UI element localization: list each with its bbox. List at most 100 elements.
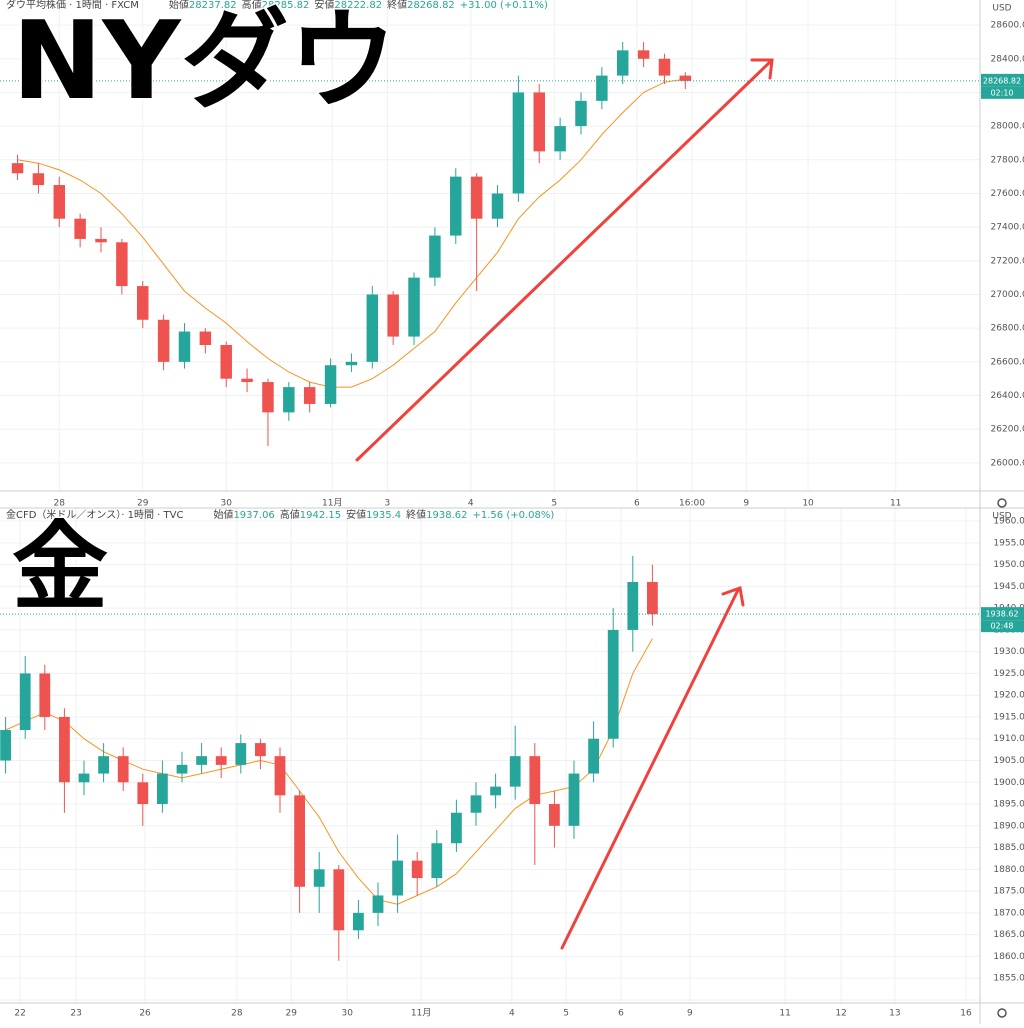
y-tick-label: 26200.00 (991, 425, 1024, 435)
y-tick-label: 1855.00 (993, 974, 1024, 984)
header-item: 金CFD（米ドル／オンス）· 1時間 · TVC (6, 508, 183, 521)
trend-arrow (355, 60, 772, 462)
x-tick-label: 4 (509, 1009, 515, 1019)
x-tick-label: 6 (618, 1009, 624, 1019)
candle-body (568, 773, 580, 826)
candle-body (431, 843, 443, 879)
x-tick-label: 23 (70, 1009, 81, 1019)
arrow-head (750, 58, 774, 80)
y-tick-label: 1875.00 (993, 887, 1024, 897)
x-tick-label: 26 (139, 1009, 151, 1019)
candle-body (157, 773, 168, 805)
x-tick-label: 11 (779, 1009, 790, 1019)
settings-icon[interactable] (997, 1008, 1007, 1018)
candle-body (411, 860, 423, 879)
candle-body (392, 860, 403, 896)
y-tick-label: 27600.00 (991, 189, 1024, 199)
candle-body (324, 365, 337, 404)
candle-body (366, 294, 379, 362)
candle-body (32, 173, 45, 186)
candle-body (241, 378, 253, 383)
candle-body (333, 869, 345, 931)
candle-body (490, 786, 501, 796)
candle-body (39, 673, 51, 717)
y-tick-label: 1885.00 (993, 843, 1024, 853)
x-tick-label: 11月 (322, 498, 342, 509)
x-tick-label: 13 (889, 1009, 900, 1019)
header-item: 始値 (169, 0, 189, 11)
x-tick-label: 16:00 (679, 499, 705, 509)
candle-body (408, 277, 420, 337)
candle-body (596, 75, 608, 101)
x-tick-label: 29 (285, 1009, 297, 1019)
moving-average (5, 638, 653, 905)
x-tick-label: 28 (231, 1009, 243, 1019)
candle-body (616, 50, 629, 76)
x-tick-label: 9 (687, 1009, 693, 1019)
candle-body (294, 795, 305, 887)
candle-body (78, 773, 90, 783)
x-tick-label: 11 (890, 499, 901, 509)
x-tick-label: 5 (563, 1009, 569, 1019)
last-price-badge (981, 73, 1024, 87)
x-tick-label: 30 (341, 1009, 353, 1019)
y-tick-label: 1910.00 (993, 734, 1024, 744)
countdown-label: 02:10 (990, 88, 1013, 97)
last-price-badge (981, 607, 1024, 621)
candle-body (262, 382, 274, 413)
candle-body (116, 242, 128, 287)
chart-header: ダウ平均株価 · 1時間 · FXCM 始値28237.82 高値28285.82 安… (6, 0, 548, 11)
y-tick-label: 26400.00 (991, 391, 1024, 401)
header-item: 28237.82 (189, 0, 237, 11)
header-item: 高値 (280, 508, 300, 521)
candle-body (627, 582, 639, 630)
y-tick-label: 27400.00 (991, 223, 1024, 233)
arrow-head (721, 585, 745, 607)
candle-body (157, 319, 170, 362)
header-item: 高値 (242, 0, 262, 11)
y-tick-label: 26000.00 (991, 458, 1024, 468)
y-tick-label: 1880.00 (993, 865, 1024, 875)
y-tick-label: 27800.00 (991, 155, 1024, 165)
candle-body (491, 193, 504, 219)
chart-panel: 26000.00 26200.00 26400.00 26600.00 26800.00… (0, 0, 1024, 509)
last-price-label: 1938.62 (985, 610, 1018, 619)
candle-body (176, 764, 188, 774)
candle-body (533, 92, 545, 152)
header-item: 1938.62 (426, 510, 467, 521)
y-tick-label: 28400.00 (991, 54, 1024, 64)
y-tick-label: 1870.00 (993, 908, 1024, 918)
chart-header: 金CFD（米ドル／オンス）· 1時間 · TVC 始値1937.06 高値1942.… (6, 508, 554, 521)
settings-icon[interactable] (997, 498, 1007, 508)
currency-label: USD (992, 4, 1011, 14)
header-item: 安値 (314, 0, 334, 11)
last-price-label: 28268.82 (983, 76, 1021, 85)
header-item: 28285.82 (262, 0, 310, 11)
x-tick-label: 28 (54, 499, 66, 509)
x-tick-label: 10 (802, 499, 814, 509)
header-item: 28268.82 (407, 0, 455, 11)
trend-arrow (560, 588, 740, 950)
y-tick-label: 1905.00 (993, 756, 1024, 766)
countdown-label: 02:48 (990, 622, 1013, 631)
countdown-badge (981, 86, 1024, 99)
candle-body (345, 361, 358, 366)
candle-body (637, 50, 650, 59)
x-tick-label: 29 (137, 499, 149, 509)
candle-body (215, 756, 227, 765)
x-tick-label: 11月 (411, 1008, 431, 1019)
y-tick-label: 26600.00 (991, 357, 1024, 367)
x-tick-label: 22 (14, 1009, 25, 1019)
candle-body (679, 75, 692, 81)
y-tick-label: 27200.00 (991, 256, 1024, 266)
candle-body (98, 756, 109, 774)
candle-body (658, 58, 671, 76)
overlay-title: 金 (12, 511, 108, 623)
header-item: 始値 (213, 508, 233, 521)
x-tick-label: 6 (634, 499, 640, 509)
candle-body (137, 782, 149, 805)
chart-panel: 1855.00 1860.00 1865.00 1870.00 1875.00 1880.… (0, 508, 1024, 1019)
y-tick-label: 1865.00 (993, 930, 1024, 940)
candle-body (470, 795, 482, 813)
